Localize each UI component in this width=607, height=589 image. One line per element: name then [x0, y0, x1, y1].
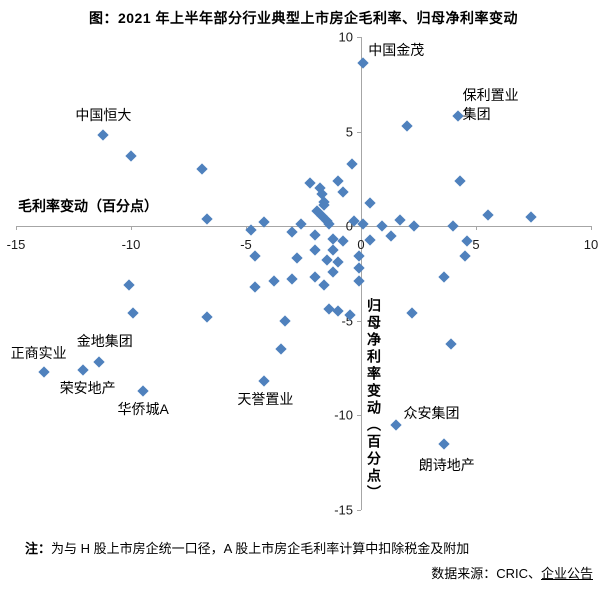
scatter-marker — [318, 279, 330, 291]
x-tick-label: -15 — [6, 237, 26, 253]
footnote-text: 为与 H 股上市房企统一口径，A 股上市房企毛利率计算中扣除税金及附加 — [51, 541, 470, 556]
y-tick-label: 5 — [345, 124, 353, 140]
y-tick-mark — [357, 131, 361, 133]
scatter-marker — [196, 163, 208, 176]
scatter-marker — [364, 197, 376, 210]
x-tick-label: -5 — [240, 237, 252, 253]
scatter-marker — [249, 281, 261, 293]
scatter-marker — [309, 229, 321, 241]
scatter-marker — [461, 235, 473, 247]
scatter-marker — [274, 343, 287, 355]
scatter-marker-labeled — [451, 110, 464, 123]
scatter-marker — [332, 256, 344, 268]
point-label: 金地集团 — [76, 333, 133, 350]
data-source: 数据来源：CRIC、企业公告 — [431, 563, 593, 582]
scatter-marker-labeled — [97, 129, 110, 142]
scatter-marker — [309, 271, 321, 283]
scatter-marker — [332, 175, 344, 187]
y-tick-mark — [357, 226, 361, 228]
point-label: 朗诗地产 — [418, 456, 475, 473]
scatter-marker — [408, 220, 420, 232]
scatter-marker — [123, 279, 135, 291]
point-label: 华侨城A — [117, 400, 169, 417]
scatter-marker — [201, 311, 213, 323]
x-tick-mark — [131, 226, 132, 231]
scatter-marker-labeled — [77, 364, 89, 376]
x-axis-title: 毛利率变动（百分点） — [18, 198, 158, 214]
x-tick-label: -10 — [121, 237, 141, 253]
point-label: 中国金茂 — [368, 42, 425, 59]
y-axis-line — [361, 37, 362, 510]
y-tick-label: -15 — [334, 502, 353, 518]
point-label: 荣安地产 — [59, 379, 116, 396]
y-tick-label: -10 — [334, 407, 353, 423]
scatter-marker — [286, 226, 298, 238]
footnote-prefix: 注： — [25, 541, 52, 556]
point-label: 众安集团 — [403, 404, 460, 421]
y-tick-mark — [357, 320, 361, 322]
scatter-marker — [353, 275, 365, 287]
scatter-marker — [454, 175, 466, 187]
scatter-marker — [376, 220, 388, 232]
scatter-marker — [201, 212, 213, 225]
chart-title: 图：2021 年上半年部分行业典型上市房企毛利率、归母净利率变动 — [88, 10, 519, 26]
x-tick-mark — [591, 226, 592, 231]
y-tick-label: 10 — [338, 29, 353, 45]
y-tick-mark — [357, 510, 361, 511]
scatter-marker-labeled — [93, 356, 105, 369]
scatter-marker — [327, 244, 340, 256]
data-source-text: 数据来源：CRIC、 — [431, 566, 541, 581]
scatter-marker-labeled — [357, 57, 369, 70]
point-label: 正商实业 — [10, 344, 67, 361]
scatter-marker — [249, 250, 261, 263]
y-axis-title: 归母净利率变动（百分点） — [366, 298, 382, 502]
scatter-marker — [353, 262, 365, 274]
point-label: 中国恒大 — [75, 107, 132, 124]
scatter-marker — [458, 250, 471, 263]
scatter-marker — [525, 211, 537, 223]
scatter-marker — [353, 250, 365, 263]
point-label: 天誉置业 — [237, 391, 294, 408]
point-label: 保利置业 集团 — [462, 87, 519, 123]
scatter-marker-labeled — [37, 366, 50, 378]
scatter-marker — [445, 337, 457, 350]
scatter-marker — [357, 218, 369, 230]
x-tick-mark — [476, 226, 477, 231]
scatter-marker — [336, 235, 349, 247]
scatter-marker — [309, 244, 321, 256]
scatter-marker — [385, 229, 397, 242]
scatter-marker — [267, 275, 280, 287]
scatter-marker — [447, 220, 459, 232]
footnote: 注：为与 H 股上市房企统一口径，A 股上市房企毛利率计算中扣除税金及附加 — [25, 538, 469, 557]
scatter-marker — [286, 273, 298, 285]
scatter-marker — [405, 307, 418, 319]
x-tick-label: 0 — [357, 237, 365, 253]
scatter-marker — [401, 120, 413, 132]
scatter-marker — [364, 234, 376, 247]
y-tick-label: -5 — [341, 313, 353, 329]
x-tick-label: 5 — [472, 237, 480, 253]
scatter-marker — [394, 213, 406, 226]
scatter-marker — [295, 218, 307, 230]
scatter-marker-labeled — [258, 375, 271, 388]
scatter-marker — [438, 271, 450, 283]
y-tick-mark — [357, 415, 361, 417]
scatter-marker-labeled — [389, 419, 402, 431]
scatter-marker — [481, 209, 494, 221]
scatter-marker — [320, 254, 333, 266]
scatter-marker-labeled — [438, 438, 450, 450]
scatter-marker — [346, 158, 358, 170]
scatter-marker — [290, 252, 303, 265]
scatter-marker — [127, 307, 139, 319]
x-tick-mark — [16, 226, 17, 231]
scatter-marker-labeled — [136, 385, 149, 397]
y-tick-label: 0 — [345, 218, 353, 234]
x-tick-label: 10 — [583, 237, 599, 253]
scatter-marker — [336, 186, 349, 198]
scatter-marker — [125, 150, 137, 162]
scatter-marker — [279, 315, 291, 327]
y-tick-mark — [357, 37, 361, 38]
data-source-underlined: 企业公告 — [540, 566, 593, 581]
